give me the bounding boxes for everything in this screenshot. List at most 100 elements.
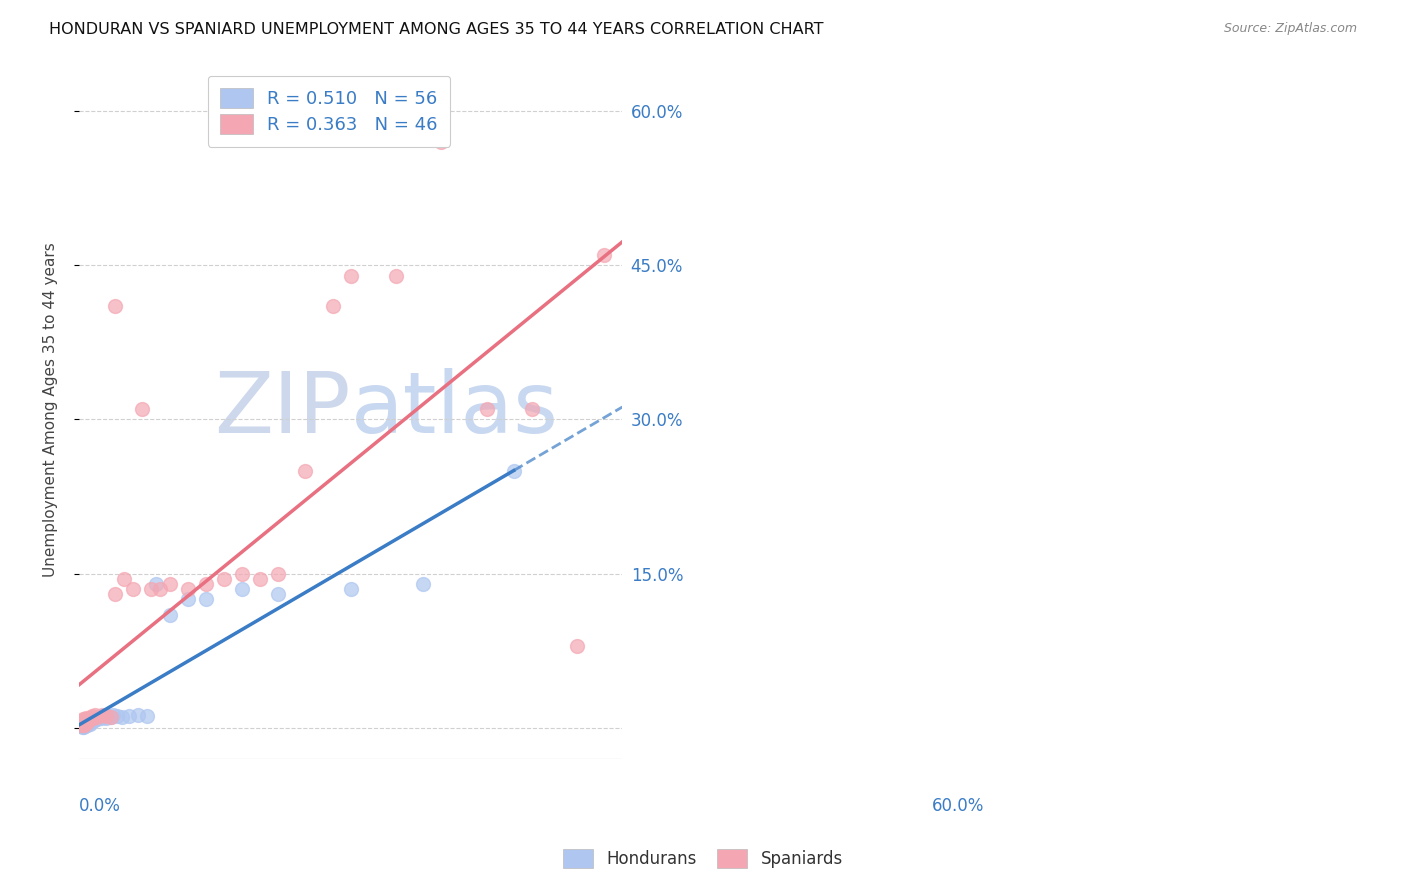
- Point: [76, 718, 98, 732]
- Point: [75, 714, 97, 728]
- Point: [176, 582, 198, 596]
- Point: [104, 587, 127, 601]
- Point: [412, 577, 434, 591]
- Point: [80, 713, 103, 727]
- Point: [212, 572, 235, 586]
- Point: [94, 711, 117, 725]
- Point: [194, 577, 217, 591]
- Point: [69, 719, 91, 733]
- Point: [231, 566, 253, 581]
- Point: [111, 709, 134, 723]
- Point: [75, 719, 97, 733]
- Point: [145, 577, 167, 591]
- Point: [84, 711, 107, 725]
- Text: 60.0%: 60.0%: [932, 797, 984, 815]
- Legend: Hondurans, Spaniards: Hondurans, Spaniards: [557, 843, 849, 875]
- Point: [93, 709, 115, 723]
- Point: [385, 268, 408, 283]
- Point: [90, 707, 112, 722]
- Text: ZIP: ZIP: [214, 368, 350, 450]
- Point: [159, 607, 181, 622]
- Point: [69, 718, 91, 732]
- Text: HONDURAN VS SPANIARD UNEMPLOYMENT AMONG AGES 35 TO 44 YEARS CORRELATION CHART: HONDURAN VS SPANIARD UNEMPLOYMENT AMONG …: [49, 22, 824, 37]
- Point: [72, 716, 94, 731]
- Point: [86, 709, 108, 723]
- Point: [70, 718, 93, 732]
- Point: [82, 714, 104, 728]
- Point: [87, 709, 110, 723]
- Point: [194, 592, 217, 607]
- Point: [135, 708, 157, 723]
- Point: [520, 402, 543, 417]
- Point: [73, 719, 96, 733]
- Point: [80, 708, 103, 723]
- Point: [103, 707, 125, 722]
- Point: [75, 716, 97, 731]
- Point: [79, 714, 101, 728]
- Point: [73, 714, 96, 728]
- Point: [77, 716, 100, 731]
- Point: [593, 248, 616, 262]
- Point: [75, 718, 97, 732]
- Text: 0.0%: 0.0%: [79, 797, 121, 815]
- Point: [80, 714, 103, 729]
- Point: [294, 464, 316, 478]
- Point: [77, 715, 100, 730]
- Point: [73, 714, 96, 729]
- Point: [77, 714, 100, 728]
- Point: [104, 299, 127, 313]
- Point: [90, 711, 112, 725]
- Point: [267, 587, 290, 601]
- Point: [72, 714, 94, 729]
- Point: [176, 592, 198, 607]
- Point: [73, 713, 96, 727]
- Point: [141, 582, 163, 596]
- Point: [83, 713, 105, 727]
- Point: [86, 712, 108, 726]
- Point: [100, 709, 122, 723]
- Point: [122, 582, 145, 596]
- Point: [249, 572, 271, 586]
- Point: [75, 715, 97, 730]
- Point: [76, 714, 98, 729]
- Point: [70, 715, 93, 730]
- Point: [339, 268, 361, 283]
- Point: [79, 711, 101, 725]
- Point: [430, 135, 453, 149]
- Point: [118, 708, 141, 723]
- Point: [72, 720, 94, 734]
- Point: [72, 712, 94, 726]
- Point: [73, 718, 96, 732]
- Point: [72, 718, 94, 732]
- Point: [267, 566, 290, 581]
- Point: [105, 708, 128, 723]
- Point: [82, 711, 104, 725]
- Point: [72, 715, 94, 730]
- Text: Source: ZipAtlas.com: Source: ZipAtlas.com: [1223, 22, 1357, 36]
- Y-axis label: Unemployment Among Ages 35 to 44 years: Unemployment Among Ages 35 to 44 years: [44, 242, 58, 576]
- Point: [75, 712, 97, 726]
- Point: [79, 716, 101, 731]
- Point: [75, 713, 97, 727]
- Point: [75, 711, 97, 725]
- Point: [70, 715, 93, 730]
- Point: [149, 582, 172, 596]
- Point: [82, 712, 104, 726]
- Point: [77, 714, 100, 728]
- Point: [231, 582, 253, 596]
- Point: [76, 714, 98, 729]
- Point: [91, 708, 114, 723]
- Point: [84, 707, 107, 722]
- Legend: R = 0.510   N = 56, R = 0.363   N = 46: R = 0.510 N = 56, R = 0.363 N = 46: [208, 76, 450, 147]
- Point: [72, 713, 94, 727]
- Point: [339, 582, 361, 596]
- Point: [131, 402, 153, 417]
- Point: [475, 402, 498, 417]
- Point: [77, 712, 100, 726]
- Point: [77, 713, 100, 727]
- Point: [72, 718, 94, 732]
- Point: [97, 708, 120, 723]
- Point: [565, 639, 588, 653]
- Point: [159, 577, 181, 591]
- Point: [72, 718, 94, 732]
